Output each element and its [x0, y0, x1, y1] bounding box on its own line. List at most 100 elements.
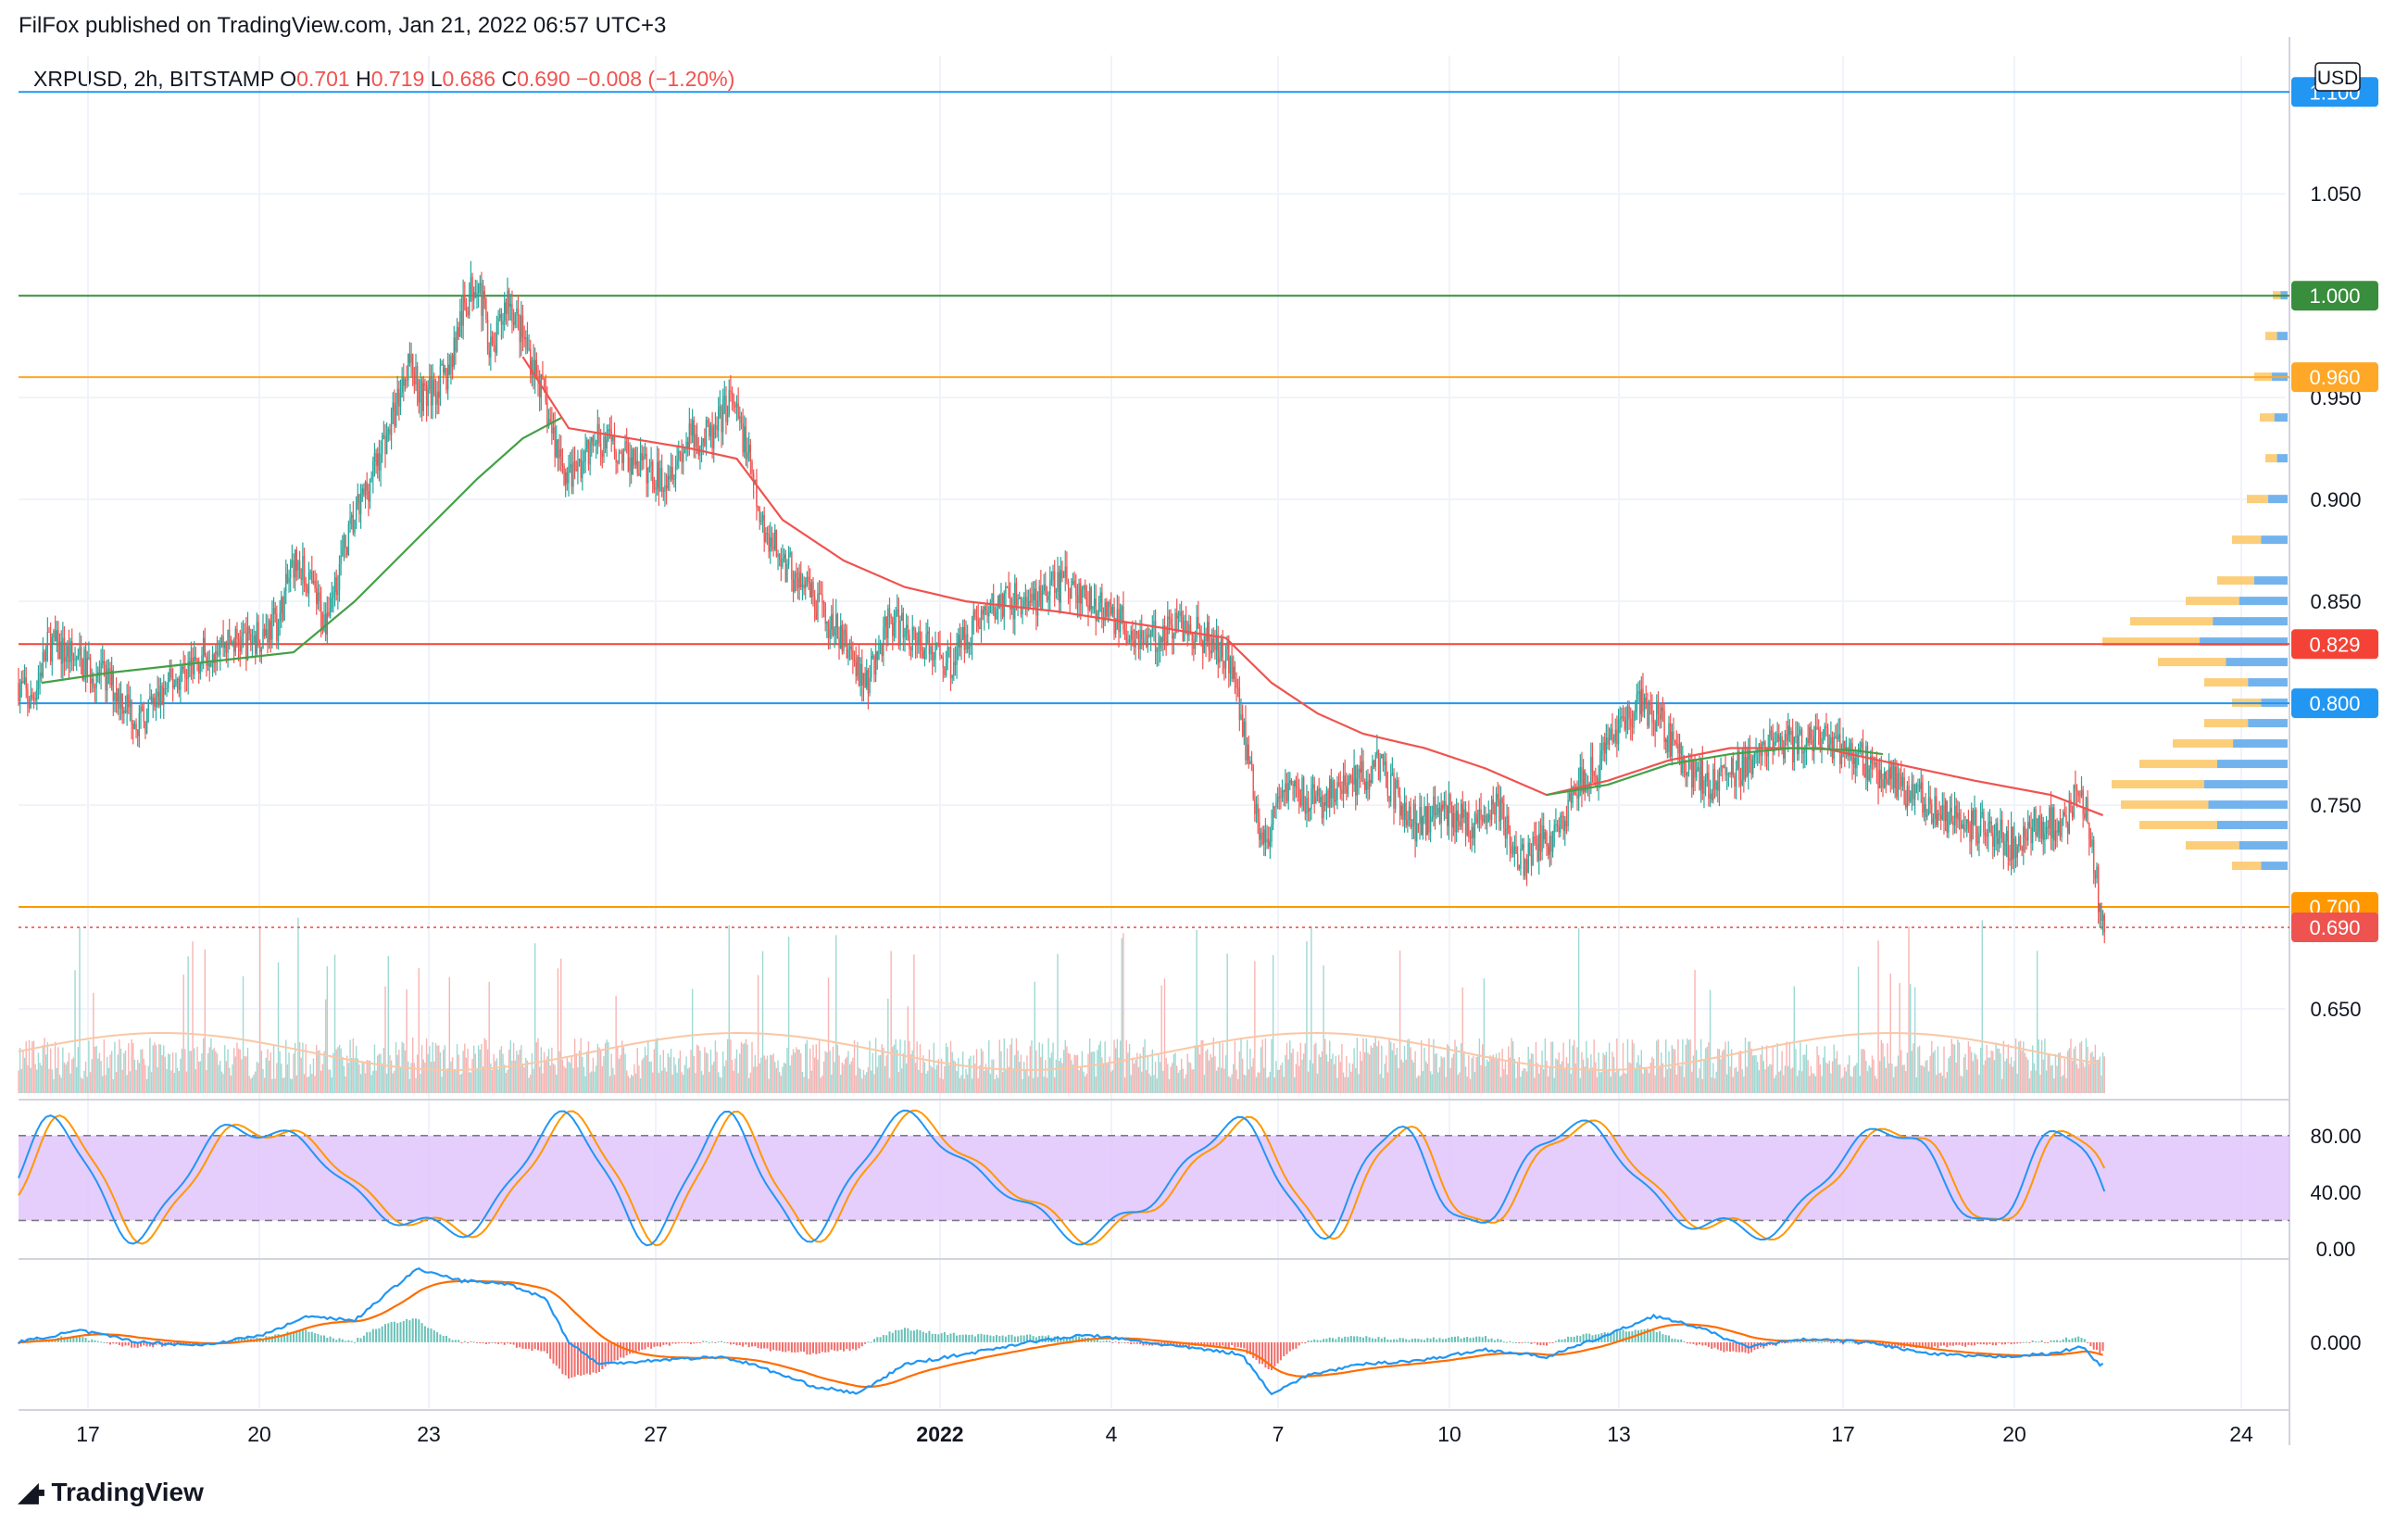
candle-body [681, 452, 683, 462]
candle-body [132, 724, 134, 729]
volume-bar [415, 1077, 417, 1093]
candle-body [1306, 798, 1308, 814]
candle-body [467, 311, 469, 316]
candle-body [1130, 630, 1132, 639]
macd-histogram-bar [103, 1341, 106, 1343]
macd-histogram-bar [1273, 1341, 1276, 1367]
candle-body [1313, 784, 1315, 804]
macd-histogram-bar [1913, 1341, 1914, 1347]
candle-body [1483, 815, 1486, 822]
volume-bar [919, 1044, 922, 1093]
volume-bar [453, 1070, 455, 1093]
tradingview-brand[interactable]: ◢▪ TradingView [19, 1477, 204, 1507]
candle-body [777, 554, 779, 557]
volume-bar [1208, 1060, 1210, 1093]
volume-bar [1549, 1066, 1550, 1093]
candle-body [224, 641, 226, 648]
macd-histogram-bar [1022, 1335, 1025, 1342]
macd-histogram-bar [919, 1330, 922, 1342]
macd-histogram-bar [555, 1341, 558, 1366]
volume-bar [1833, 1044, 1835, 1093]
volume-bar [683, 1075, 684, 1093]
volume-bar [1431, 1074, 1433, 1093]
macd-histogram-bar [940, 1333, 943, 1342]
volume-bar [939, 1077, 941, 1093]
macd-histogram-bar [1610, 1332, 1612, 1342]
macd-histogram-bar [1497, 1339, 1499, 1342]
candle-body [1299, 798, 1302, 806]
volume-bars [18, 917, 2105, 1093]
candle-body [669, 475, 671, 480]
volume-bar [1015, 1038, 1018, 1093]
macd-histogram-bar [668, 1341, 671, 1346]
volume-bar [624, 1053, 626, 1093]
macd-histogram-bar [1133, 1341, 1135, 1344]
candle-body [1619, 718, 1621, 720]
volume-bar [1123, 1077, 1126, 1093]
candle-body [1367, 781, 1369, 790]
macd-histogram-bar [277, 1334, 280, 1342]
volume-bar [347, 1063, 350, 1093]
volume-bar [342, 1056, 344, 1093]
macd-histogram-bar [879, 1337, 882, 1342]
candle-body [314, 580, 316, 589]
macd-histogram-bar [1457, 1336, 1460, 1342]
candle-body [103, 661, 106, 665]
macd-histogram-bar [1013, 1336, 1016, 1342]
candle-body [1036, 600, 1039, 616]
candle-body [1361, 761, 1363, 774]
candle-body [684, 449, 686, 453]
volume-bar [1607, 1068, 1609, 1093]
candle-body [864, 673, 866, 687]
candle-body [566, 472, 569, 484]
candle-body [1214, 643, 1216, 650]
volume-bar [471, 1058, 473, 1093]
candle-body [1920, 782, 1922, 789]
volume-bar [22, 1051, 24, 1093]
volume-bar [1142, 1047, 1145, 1093]
profile-bar-buy [2248, 678, 2288, 687]
candle-body [424, 383, 426, 386]
volume-bar [1185, 1074, 1187, 1093]
candle-body [1758, 743, 1761, 750]
macd-histogram-bar [500, 1341, 503, 1344]
candle-body [1900, 774, 1902, 787]
macd-histogram-bar [1624, 1331, 1627, 1342]
candle-body [1170, 619, 1172, 625]
volume-bar [1318, 1054, 1320, 1093]
candle-body [1173, 636, 1175, 639]
volume-bar [782, 1066, 784, 1093]
candle-body [994, 612, 997, 619]
volume-bar [303, 1074, 306, 1093]
candle-body [291, 560, 294, 565]
macd-histogram-bar [996, 1334, 997, 1342]
candle-body [648, 465, 651, 469]
volume-bar [546, 1056, 548, 1093]
volume-bar [916, 1041, 918, 1093]
candle-body [2044, 834, 2046, 840]
volume-bar [530, 1075, 532, 1093]
candle-body [1029, 601, 1031, 603]
candle-body [173, 686, 175, 688]
candle-body [293, 560, 295, 578]
x-tick-label: 20 [2002, 1422, 2026, 1446]
candle-body [272, 608, 275, 615]
volume-bar [1967, 1041, 1970, 1093]
candle-body [1674, 739, 1676, 743]
volume-bar [1682, 1038, 1684, 1093]
candle-body [1854, 757, 1856, 769]
volume-bar [1772, 1045, 1774, 1093]
macd-histogram-bar [445, 1336, 447, 1342]
macd-histogram-bar [1796, 1341, 1799, 1343]
volume-bar [270, 1052, 271, 1093]
macd-histogram-bar [494, 1341, 496, 1344]
macd-histogram-bar [629, 1341, 631, 1354]
volume-bar [54, 1041, 56, 1093]
macd-histogram-bar [1109, 1340, 1111, 1342]
macd-histogram-bar [992, 1336, 995, 1342]
volume-bar [2056, 1065, 2058, 1093]
candle-body [1478, 809, 1481, 817]
volume-bar [647, 1039, 649, 1093]
